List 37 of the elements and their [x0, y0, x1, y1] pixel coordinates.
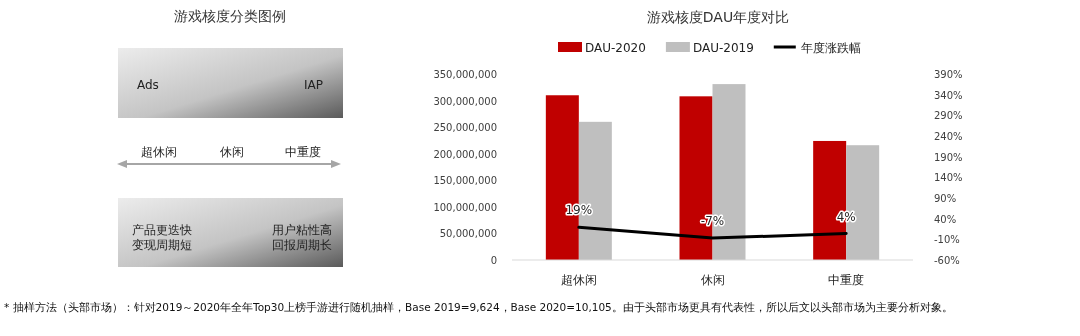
text: 休闲: [220, 145, 244, 159]
y2-tick-label: -60%: [934, 255, 960, 266]
y2-tick-label: -10%: [934, 234, 960, 246]
y-tick-label: 50,000,000: [439, 228, 497, 240]
text: 用户粘性高: [272, 223, 332, 237]
text: 游戏核度分类图例: [174, 8, 286, 24]
y-tick-label: 200,000,000: [433, 148, 497, 160]
y2-tick-label: 340%: [934, 89, 963, 101]
x-tick-label: 休闲: [700, 273, 725, 287]
y2-tick-label: 40%: [934, 213, 957, 225]
chart-title: 游戏核度DAU年度对比: [646, 9, 790, 25]
y-tick-label: 350,000,000: [433, 69, 497, 80]
y-tick-label: 250,000,000: [433, 122, 497, 134]
text: 中重度: [285, 145, 321, 159]
y2-tick-label: 190%: [934, 151, 963, 163]
text: 变现周期短: [132, 238, 192, 252]
legend-label: 年度涨跌幅: [800, 41, 861, 55]
y-tick-label: 0: [490, 255, 497, 266]
text: 回报周期长: [272, 238, 332, 252]
y-tick-label: 100,000,000: [433, 201, 497, 213]
y-tick-label: 150,000,000: [433, 175, 497, 187]
y2-tick-label: 240%: [934, 131, 963, 142]
y2-tick-label: 140%: [934, 172, 963, 184]
y2-tick-label: 90%: [934, 193, 957, 204]
legend-label: DAU-2020: [585, 41, 646, 55]
x-tick-label: 超休闲: [560, 273, 597, 287]
y2-tick-label: 290%: [934, 110, 963, 122]
text: 超休闲: [141, 145, 177, 159]
text: Ads: [137, 78, 159, 92]
text: IAP: [304, 78, 323, 92]
y-tick-label: 300,000,000: [433, 95, 497, 107]
text: * 抽样方法（头部市场）：针对2019～2020年全年Top30上榜手游进行随机抽样，Base 2019=9,624，Base 2020=10,105。由于头部市场更具有代表性，所以后文以头部市场为主要分析对象。: [4, 301, 953, 313]
x-tick-label: 中重度: [828, 273, 865, 287]
legend-label: DAU-2019: [692, 41, 754, 55]
y2-tick-label: 390%: [934, 69, 963, 80]
data-label: 4%: [836, 209, 856, 224]
text: 产品更迭快: [132, 223, 192, 237]
